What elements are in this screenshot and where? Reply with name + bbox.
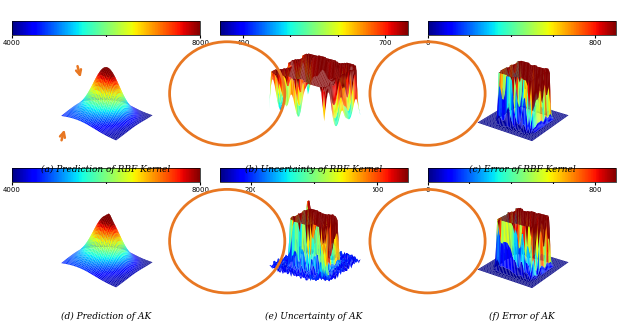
Text: (c) Error of RBF Kernel: (c) Error of RBF Kernel bbox=[468, 165, 575, 174]
Text: (b) Uncertainty of RBF Kernel: (b) Uncertainty of RBF Kernel bbox=[245, 165, 383, 174]
Text: (d) Prediction of AK: (d) Prediction of AK bbox=[61, 312, 151, 321]
Text: (a) Prediction of RBF Kernel: (a) Prediction of RBF Kernel bbox=[42, 165, 170, 174]
Text: (f) Error of AK: (f) Error of AK bbox=[489, 312, 555, 321]
Text: (e) Uncertainty of AK: (e) Uncertainty of AK bbox=[265, 312, 363, 321]
